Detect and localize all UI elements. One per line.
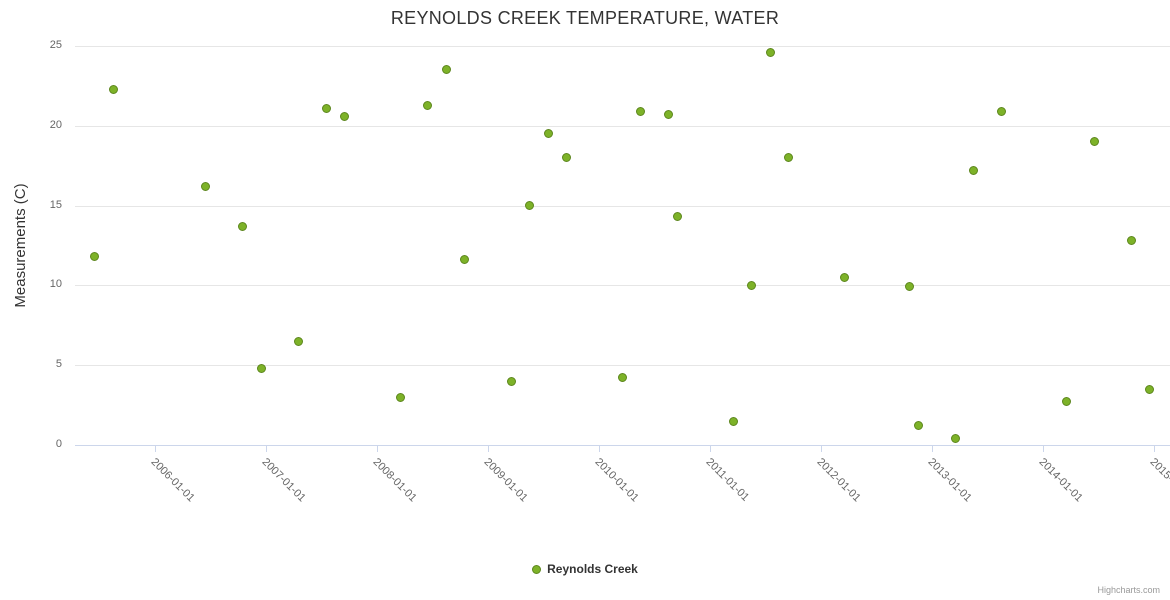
x-axis-tick bbox=[154, 446, 156, 452]
x-axis-label: 2014-01-01 bbox=[1036, 456, 1086, 505]
gridline bbox=[75, 46, 1170, 47]
gridline bbox=[75, 205, 1170, 207]
x-axis-label: 2009-01-01 bbox=[481, 456, 530, 505]
data-point[interactable] bbox=[839, 272, 849, 282]
data-point[interactable] bbox=[506, 376, 516, 386]
x-axis-tick bbox=[1043, 446, 1045, 452]
credits-link[interactable]: Highcharts.com bbox=[1097, 585, 1160, 595]
x-axis-tick bbox=[488, 446, 490, 452]
data-point[interactable] bbox=[423, 100, 433, 110]
data-point[interactable] bbox=[950, 434, 960, 444]
data-point[interactable] bbox=[562, 153, 572, 163]
data-point[interactable] bbox=[765, 47, 775, 57]
x-axis-tick bbox=[932, 446, 934, 452]
data-point[interactable] bbox=[321, 103, 331, 113]
x-axis-tick bbox=[1154, 446, 1156, 452]
x-axis-tick bbox=[821, 446, 823, 452]
data-point[interactable] bbox=[617, 373, 627, 383]
data-point[interactable] bbox=[913, 421, 923, 431]
gridline bbox=[75, 285, 1170, 287]
x-axis-label: 2006-01-01 bbox=[148, 456, 197, 505]
legend-label: Reynolds Creek bbox=[547, 562, 638, 576]
data-point[interactable] bbox=[108, 84, 118, 94]
data-point[interactable] bbox=[904, 282, 914, 292]
data-point[interactable] bbox=[460, 255, 470, 265]
data-point[interactable] bbox=[90, 252, 100, 262]
data-point[interactable] bbox=[340, 111, 350, 121]
legend-item[interactable]: Reynolds Creek bbox=[0, 562, 1170, 576]
data-point[interactable] bbox=[1145, 384, 1155, 394]
data-point[interactable] bbox=[543, 129, 553, 139]
data-point[interactable] bbox=[636, 106, 646, 116]
y-axis-label: 15 bbox=[49, 198, 62, 211]
x-axis-label: 2012-01-01 bbox=[814, 456, 864, 505]
legend-marker-icon bbox=[532, 564, 542, 574]
data-point[interactable] bbox=[673, 212, 683, 222]
y-axis-label: 20 bbox=[49, 118, 62, 131]
y-axis-label: 0 bbox=[55, 438, 62, 450]
data-point[interactable] bbox=[441, 65, 451, 75]
data-point[interactable] bbox=[293, 336, 303, 346]
x-axis-label: 2013-01-01 bbox=[925, 456, 975, 505]
x-axis-line bbox=[75, 445, 1170, 446]
data-point[interactable] bbox=[997, 106, 1007, 116]
y-axis-label: 25 bbox=[49, 39, 62, 51]
gridline bbox=[75, 365, 1170, 367]
x-axis-label: 2007-01-01 bbox=[259, 456, 308, 505]
x-axis-tick bbox=[377, 446, 379, 452]
data-point[interactable] bbox=[747, 280, 757, 290]
chart-title: REYNOLDS CREEK TEMPERATURE, WATER bbox=[390, 8, 780, 28]
data-point[interactable] bbox=[238, 221, 248, 231]
data-point[interactable] bbox=[256, 363, 266, 373]
data-point[interactable] bbox=[728, 416, 738, 426]
x-axis-label: 2015-01-01 bbox=[1147, 456, 1170, 505]
x-axis-label: 2008-01-01 bbox=[370, 456, 419, 505]
x-axis-tick bbox=[599, 446, 601, 452]
data-point[interactable] bbox=[1062, 397, 1072, 407]
data-point[interactable] bbox=[969, 165, 979, 175]
data-point[interactable] bbox=[395, 392, 405, 402]
data-point[interactable] bbox=[201, 181, 211, 191]
y-axis-label: 5 bbox=[55, 358, 62, 371]
x-axis-label: 2011-01-01 bbox=[703, 456, 752, 504]
x-axis-tick bbox=[710, 446, 712, 452]
data-point[interactable] bbox=[784, 153, 794, 163]
data-point[interactable] bbox=[664, 110, 674, 120]
x-axis-tick bbox=[266, 446, 267, 452]
data-point[interactable] bbox=[1089, 137, 1099, 147]
y-axis-label: 10 bbox=[49, 278, 62, 291]
x-axis-label: 2010-01-01 bbox=[592, 456, 641, 505]
gridline bbox=[75, 125, 1170, 127]
data-point[interactable] bbox=[525, 201, 535, 211]
data-point[interactable] bbox=[1126, 236, 1136, 246]
